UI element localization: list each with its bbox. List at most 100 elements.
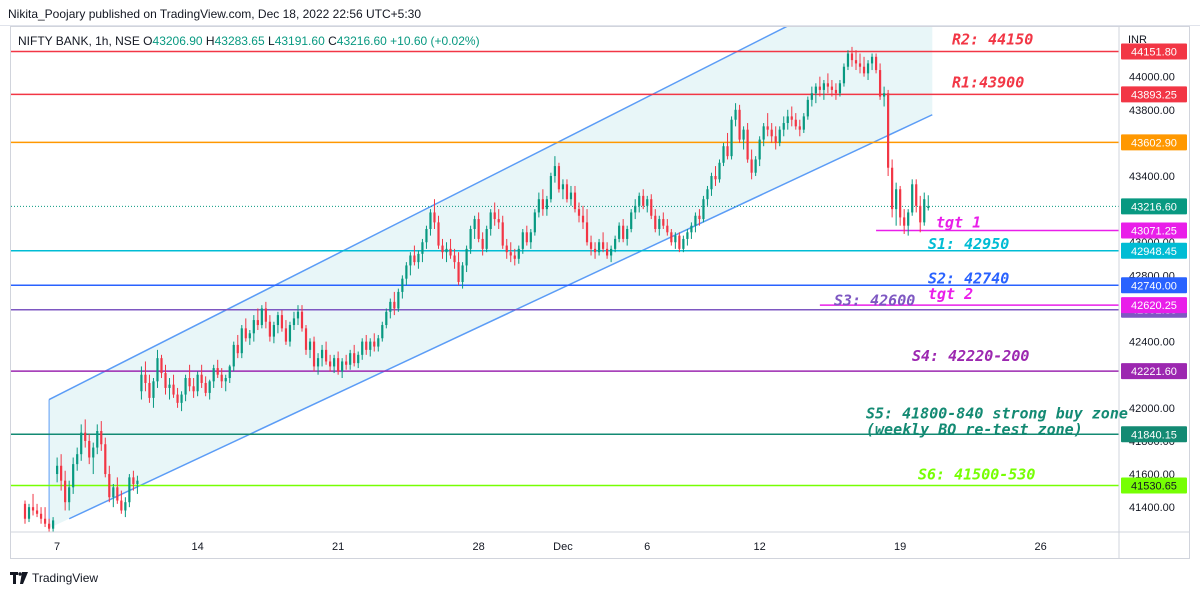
candle-body — [782, 123, 785, 130]
candle — [870, 53, 874, 71]
candle — [778, 126, 781, 147]
candle — [112, 483, 115, 508]
candle — [911, 179, 914, 216]
candle — [204, 376, 207, 397]
target-label-tgt1: tgt 1 — [936, 213, 981, 231]
candle-body — [369, 341, 372, 350]
channel-layer — [48, 27, 933, 529]
candle — [662, 212, 665, 229]
candle-body — [429, 212, 432, 229]
price-badge-s4: 42221.60 — [1131, 366, 1177, 378]
price-badge-s5: 41840.15 — [1131, 429, 1177, 441]
symbol-label: NIFTY BANK, 1h, NSE — [18, 34, 140, 48]
candle-body — [172, 384, 175, 395]
candle-body — [702, 199, 705, 220]
candle — [453, 248, 456, 269]
candle-body — [638, 195, 641, 206]
candle-body — [120, 500, 123, 511]
candle — [337, 351, 340, 375]
candle — [144, 361, 147, 392]
candle — [429, 209, 432, 236]
candle — [907, 209, 910, 236]
price-badge-s5-bg — [1121, 426, 1187, 443]
candle-body — [51, 520, 55, 529]
candle — [304, 325, 308, 355]
candle — [762, 123, 765, 147]
candle — [818, 76, 821, 97]
candle-body — [766, 126, 769, 130]
candle-body — [850, 53, 854, 61]
price-badge-last: 43216.60 — [1131, 201, 1177, 213]
candle — [738, 104, 741, 143]
candle-body — [706, 189, 709, 200]
footer: TradingView — [10, 571, 98, 585]
candle-body — [192, 386, 195, 392]
candle-body — [160, 358, 163, 374]
candle-body — [316, 358, 320, 367]
candle-body — [601, 242, 605, 249]
candle-body — [734, 109, 737, 120]
candle-body — [529, 232, 532, 243]
candle — [349, 349, 352, 370]
level-labels-layer: R2: 44150 R1:43900 S1: 42950 S2: 42740 S3: 4… — [834, 31, 1128, 484]
candle — [232, 341, 235, 372]
candle-body — [577, 209, 581, 216]
candle-body — [622, 225, 625, 239]
candle — [493, 202, 496, 226]
candle-body — [549, 176, 553, 200]
candle — [706, 185, 709, 206]
level-label-s1: S1: 42950 — [928, 235, 1009, 253]
candle-body — [557, 166, 561, 190]
candle-body — [718, 162, 721, 180]
candle — [722, 142, 725, 167]
candle — [292, 311, 296, 330]
candle — [320, 344, 324, 367]
price-badge-tgt2: 42620.25 — [1131, 300, 1177, 312]
level-label-s6: S6: 41500-530 — [918, 466, 1035, 484]
candle-body — [738, 109, 741, 140]
candle-body — [678, 235, 681, 249]
candle — [537, 192, 540, 218]
candle — [794, 113, 797, 130]
candle — [296, 305, 300, 326]
price-badges: 44151.80 43893.25 43602.90 42948.45 42740.00… — [1121, 43, 1187, 494]
candle-body — [461, 265, 464, 282]
candle-body — [76, 454, 79, 465]
candle-body — [308, 341, 312, 350]
candle — [64, 470, 67, 511]
candle — [393, 291, 396, 316]
candle — [854, 50, 858, 71]
candle — [899, 185, 902, 226]
x-tick-label: Dec — [553, 541, 573, 553]
candle-body — [915, 184, 918, 206]
candle-body — [433, 212, 436, 223]
candle-body — [128, 477, 131, 503]
candle-body — [650, 199, 653, 216]
candle-body — [798, 126, 801, 130]
candle — [798, 119, 801, 137]
ohlc-legend: NIFTY BANK, 1h, NSE O43206.90 H43283.65 … — [18, 34, 480, 48]
y-tick-label: 43400.00 — [1129, 171, 1175, 183]
candle — [224, 374, 227, 392]
candle-body — [284, 328, 288, 342]
candle — [389, 298, 392, 319]
candle — [357, 351, 360, 369]
candle — [561, 179, 565, 200]
candle-body — [252, 320, 255, 334]
candle — [248, 330, 251, 345]
candle-body — [907, 212, 910, 226]
candle — [614, 235, 617, 253]
candle-body — [31, 507, 35, 511]
candle-body — [312, 341, 316, 367]
candle-body — [545, 199, 548, 210]
candle — [754, 156, 757, 177]
candle — [156, 349, 159, 388]
candle-body — [144, 374, 147, 383]
candle — [919, 195, 922, 233]
candle-body — [822, 83, 825, 90]
candle-body — [377, 338, 380, 347]
candle-body — [854, 60, 858, 64]
candle-body — [244, 328, 247, 339]
candle — [312, 336, 316, 372]
